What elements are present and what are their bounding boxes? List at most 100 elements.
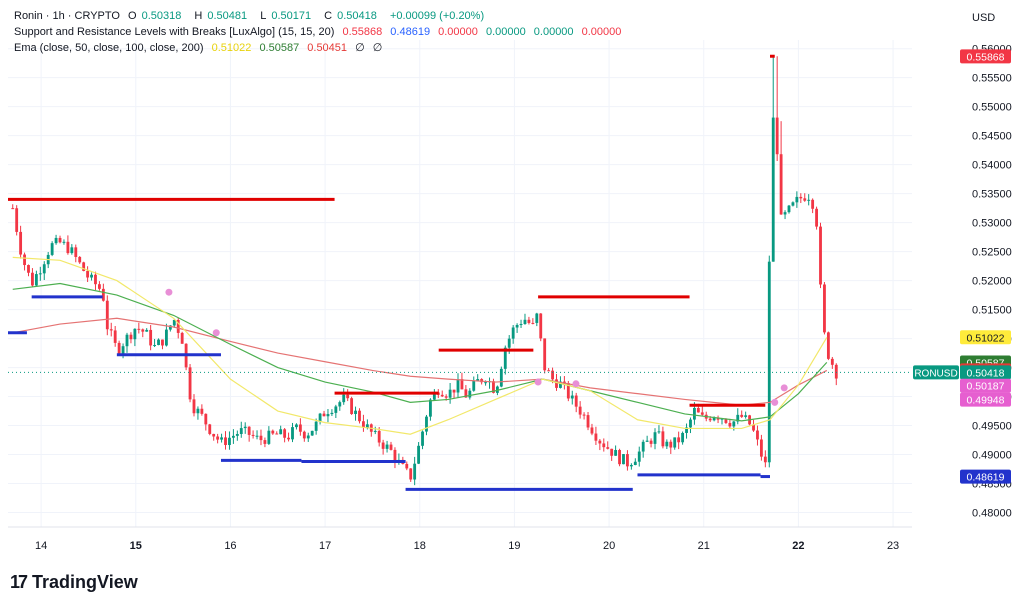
candle-body (795, 196, 799, 203)
candle-body (696, 407, 700, 413)
ema-value-3: 0.50451 (307, 42, 348, 54)
candle-body (212, 433, 216, 437)
break-marker (212, 329, 220, 337)
candle-body (653, 432, 657, 444)
candle-body (275, 433, 279, 435)
candle-body (598, 440, 602, 444)
y-tick-label: 0.49500 (972, 421, 1012, 433)
candle-body (113, 330, 117, 343)
open-value: 0.50318 (141, 10, 182, 22)
candle-body (484, 382, 487, 384)
candle-body (31, 272, 34, 286)
candle-body (204, 413, 208, 425)
candle-body (267, 430, 271, 444)
candle-body (192, 399, 196, 414)
candle-body (377, 430, 381, 443)
candle-body (54, 237, 58, 244)
candle-body (464, 389, 468, 398)
candle-body (105, 300, 109, 330)
candle-body (586, 415, 590, 428)
symbol-label[interactable]: Ronin · 1h · CRYPTO (14, 10, 120, 22)
candle-body (823, 284, 826, 333)
candle-body (149, 329, 153, 346)
candle-body (15, 208, 19, 232)
x-tick-label: 21 (698, 540, 710, 552)
price-label-box (960, 365, 1011, 380)
candle-body (744, 415, 748, 417)
candle-body (42, 264, 46, 274)
candle-body (157, 339, 160, 346)
candle-body (137, 328, 141, 330)
sr-value-2: 0.48619 (390, 26, 431, 38)
candle-body (176, 319, 180, 333)
candle-body (180, 332, 184, 344)
x-tick-label: 22 (792, 540, 804, 552)
candle-body (409, 468, 413, 480)
candle-body (346, 394, 350, 399)
candle-body (677, 437, 681, 443)
candle-body (271, 430, 275, 434)
price-label-text: 0.50418 (967, 367, 1005, 379)
ema100-line (12, 282, 828, 422)
candle-body (452, 389, 456, 393)
candle-body (350, 398, 354, 414)
y-tick-label: 0.53000 (972, 218, 1012, 230)
candle-body (641, 441, 645, 452)
candle-body (799, 196, 803, 199)
candle-body (767, 261, 771, 463)
candle-body (492, 381, 495, 393)
candle-body (700, 412, 704, 415)
candle-body (590, 427, 594, 434)
candle-body (11, 208, 15, 210)
price-label-box (960, 330, 1011, 345)
brand-name: TradingView (32, 572, 138, 592)
candle-body (712, 417, 716, 421)
candle-body (298, 424, 302, 432)
candle-body (279, 429, 283, 435)
candle-body (685, 427, 688, 433)
candle-body (172, 319, 176, 326)
x-tick-label: 17 (319, 540, 331, 552)
tradingview-logo[interactable]: 17 TradingView (10, 572, 138, 593)
candle-body (456, 379, 460, 393)
candle-body (208, 424, 212, 434)
candle-body (791, 202, 795, 206)
candle-body (503, 347, 507, 369)
candle-body (566, 383, 570, 399)
candle-body (515, 324, 519, 328)
candle-body (535, 313, 539, 323)
break-marker (165, 288, 173, 296)
candle-body (283, 429, 287, 438)
currency-label[interactable]: USD (972, 12, 996, 24)
candle-body (365, 424, 369, 428)
candle-body (247, 426, 251, 435)
low-key: L (260, 10, 267, 22)
candle-body (562, 381, 566, 384)
candle-body (78, 256, 82, 263)
candle-body (622, 454, 625, 465)
candle-body (834, 364, 838, 379)
candle-body (673, 437, 677, 448)
candle-body (62, 241, 66, 243)
ema-value-1: 0.51022 (211, 42, 252, 54)
close-key: C (324, 10, 333, 22)
y-tick-label: 0.48000 (972, 508, 1012, 520)
candle-body (302, 431, 306, 439)
change-value: +0.00099 (+0.20%) (389, 10, 485, 22)
candle-body (543, 338, 547, 371)
candle-body (224, 437, 227, 446)
sr-indicator-name[interactable]: Support and Resistance Levels with Break… (14, 26, 335, 38)
y-tick-label: 0.51500 (972, 305, 1012, 317)
candle-body (66, 241, 70, 254)
candle-body (220, 437, 223, 440)
low-value: 0.50171 (271, 10, 312, 22)
ema-indicator-name[interactable]: Ema (close, 50, close, 100, close, 200) (14, 42, 204, 54)
y-tick-label: 0.52500 (972, 247, 1012, 259)
candle-body (669, 441, 673, 448)
candle-body (34, 274, 38, 286)
sr-value-5: 0.00000 (533, 26, 574, 38)
candle-body (626, 454, 629, 467)
candle-body (255, 435, 259, 437)
